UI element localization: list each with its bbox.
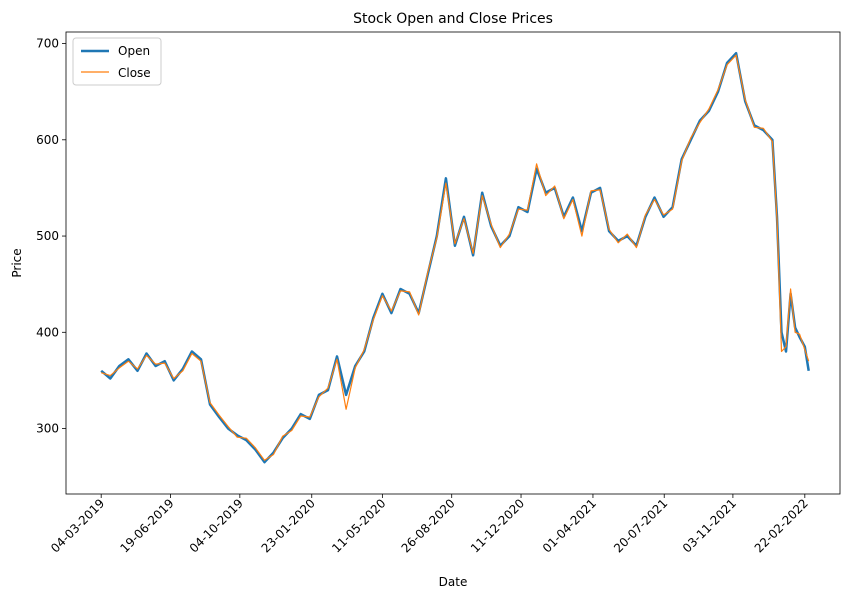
y-tick-label: 500 [36,229,59,243]
series-layer [100,51,810,464]
y-axis-title: Price [10,248,24,277]
legend-label-open: Open [118,44,150,58]
legend-label-close: Close [118,66,151,80]
series-line-close [101,54,810,461]
y-tick-label: 600 [36,133,59,147]
y-tick-label: 300 [36,422,59,436]
chart-title: Stock Open and Close Prices [353,11,553,27]
y-tick-label: 700 [36,37,59,51]
plot-area [66,32,840,494]
x-axis-title: Date [439,575,468,589]
plot-frame [65,31,841,495]
y-axis: 300 400 500 600 700 [36,37,66,436]
legend: Open Close [72,37,162,86]
y-tick-label: 400 [36,325,59,339]
